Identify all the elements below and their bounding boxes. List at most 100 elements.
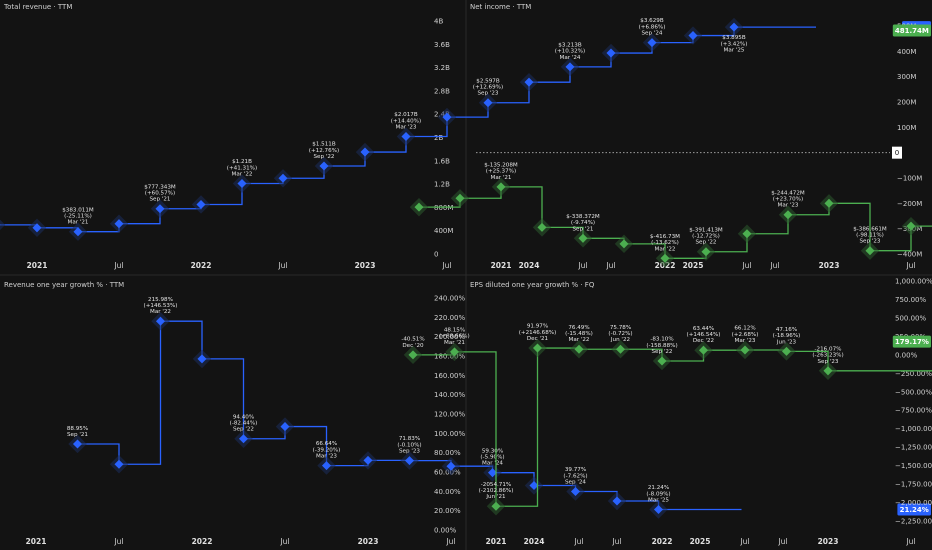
x-tick-label: Jul [279, 537, 289, 546]
data-label: (+25.37%) [486, 169, 516, 175]
eps-growth-panel[interactable]: EPS diluted one year growth % · FQ 1,000… [401, 277, 932, 546]
y-tick-label: 40.00% [434, 488, 461, 496]
data-label: (+10.32%) [555, 49, 585, 55]
last-value-badge [892, 24, 931, 37]
y-tick-label: 20.00% [434, 507, 461, 515]
data-label: Sep '21 [67, 432, 88, 438]
x-tick-label: Jul [577, 261, 587, 270]
net-income-panel[interactable]: Net income · TTM 500M400M300M200M100M0−1… [409, 3, 932, 270]
last-value-badge [892, 335, 931, 348]
data-label: (+12.76%) [309, 148, 339, 154]
y-tick-label: 80.00% [434, 449, 461, 457]
panel-title: Revenue one year growth % · TTM [4, 281, 124, 289]
y-tick-label: 1.6B [434, 157, 450, 165]
data-label: Mar '22 [232, 172, 253, 178]
data-label: $1.511B [312, 142, 336, 148]
data-label: (-15.48%) [565, 331, 593, 337]
data-label: Sep '21 [573, 226, 594, 232]
data-label: 39.77% [565, 467, 586, 473]
x-tick-label: Jul [769, 261, 779, 270]
data-label: (-12.72%) [692, 234, 720, 240]
data-label: 88.95% [67, 426, 88, 432]
y-tick-label: 4B [434, 18, 443, 26]
data-label: -40.51% [401, 337, 424, 343]
x-tick-label: 2021 [26, 537, 47, 546]
y-tick-label: 1.2B [434, 181, 450, 189]
data-label: 66.12% [734, 326, 755, 332]
data-label: Mar '25 [648, 498, 669, 504]
panel-title: Total revenue · TTM [3, 3, 72, 11]
data-label: -83.10% [650, 337, 673, 343]
data-label: (-9.74%) [571, 220, 595, 226]
x-tick-label: Jul [905, 537, 915, 546]
data-label: (-13.62%) [651, 240, 679, 246]
data-label: (-25.11%) [64, 213, 92, 219]
data-label: (-82.44%) [230, 421, 258, 427]
data-label: Sep '21 [150, 197, 171, 203]
y-tick-label: 2B [434, 134, 443, 142]
data-label: (+6.86%) [639, 24, 666, 30]
x-tick-label: Jul [573, 537, 583, 546]
data-label: (+88.66%) [439, 334, 469, 340]
data-point [196, 199, 206, 210]
data-label: (-5.90%) [480, 454, 504, 460]
data-label: (-263.23%) [812, 353, 843, 359]
data-label: Mar '21 [491, 175, 512, 181]
data-label: 21.24% [648, 485, 669, 491]
data-label: $3.629B [640, 18, 664, 24]
x-tick-label: 2022 [652, 537, 673, 546]
data-label: Dec '22 [693, 338, 714, 344]
data-point [483, 98, 493, 108]
y-tick-label: 0.00% [895, 351, 918, 359]
data-label: -2054.71% [481, 482, 511, 488]
data-label: (+2146.68%) [519, 330, 557, 336]
data-label: (-7.62%) [563, 473, 587, 479]
y-tick-label: 1,000.00% [895, 278, 932, 286]
data-label: 75.78% [610, 325, 631, 331]
data-label: 59.30% [482, 448, 503, 454]
y-tick-label: −500.00% [895, 388, 932, 396]
y-tick-label: 140.00% [434, 391, 465, 399]
data-label: $-391.413M [689, 227, 723, 233]
y-tick-label: 120.00% [434, 411, 465, 419]
data-label: (+14.40%) [391, 118, 421, 124]
data-label: $-386.661M [853, 226, 887, 232]
data-label: Mar '23 [316, 454, 337, 460]
y-tick-label: 220.00% [434, 314, 465, 322]
last-value-badge [897, 503, 931, 516]
x-tick-label: 2023 [818, 537, 839, 546]
data-label: Jun '23 [776, 339, 797, 345]
data-label: $-135.208M [484, 162, 518, 168]
data-label: Sep '22 [652, 349, 673, 355]
data-label: (+146.53%) [144, 303, 178, 309]
data-label: Mar '23 [396, 125, 417, 131]
data-label: 94.40% [233, 414, 254, 420]
data-label: Mar '24 [482, 461, 503, 467]
x-tick-label: 2021 [27, 261, 48, 270]
x-tick-label: Jul [445, 537, 455, 546]
data-label: Sep '24 [565, 480, 586, 486]
y-tick-label: −100M [897, 175, 922, 183]
marker-glow [0, 215, 6, 235]
y-tick-label: 180.00% [434, 353, 465, 361]
data-label: -216.07% [815, 346, 842, 352]
y-tick-label: 800M [434, 204, 453, 212]
x-tick-label: 2023 [358, 537, 379, 546]
data-label: 71.83% [399, 436, 420, 442]
data-point [114, 459, 124, 469]
y-tick-label: −1,500.00% [895, 462, 932, 470]
panel-title: Net income · TTM [470, 3, 531, 11]
data-label: (-0.72%) [608, 331, 632, 337]
x-tick-label: 2023 [355, 261, 376, 270]
revenue-growth-panel[interactable]: Revenue one year growth % · TTM 240.00% 2… [4, 281, 931, 546]
y-tick-label: −2,000.00% [895, 499, 932, 507]
data-label: $-244.472M [771, 190, 805, 196]
data-label: Sep '23 [399, 449, 420, 455]
last-value-label: 21.24% [900, 506, 929, 514]
data-label: (+12.69%) [473, 85, 503, 91]
x-tick-label: Jul [277, 261, 287, 270]
y-tick-label: −1,750.00% [895, 481, 932, 489]
data-point [73, 227, 83, 237]
revenue-panel[interactable]: Total revenue · TTM 4B3.6B3.2B2.8B2.4B2B… [0, 3, 931, 270]
data-label: (-158.88%) [646, 343, 677, 349]
